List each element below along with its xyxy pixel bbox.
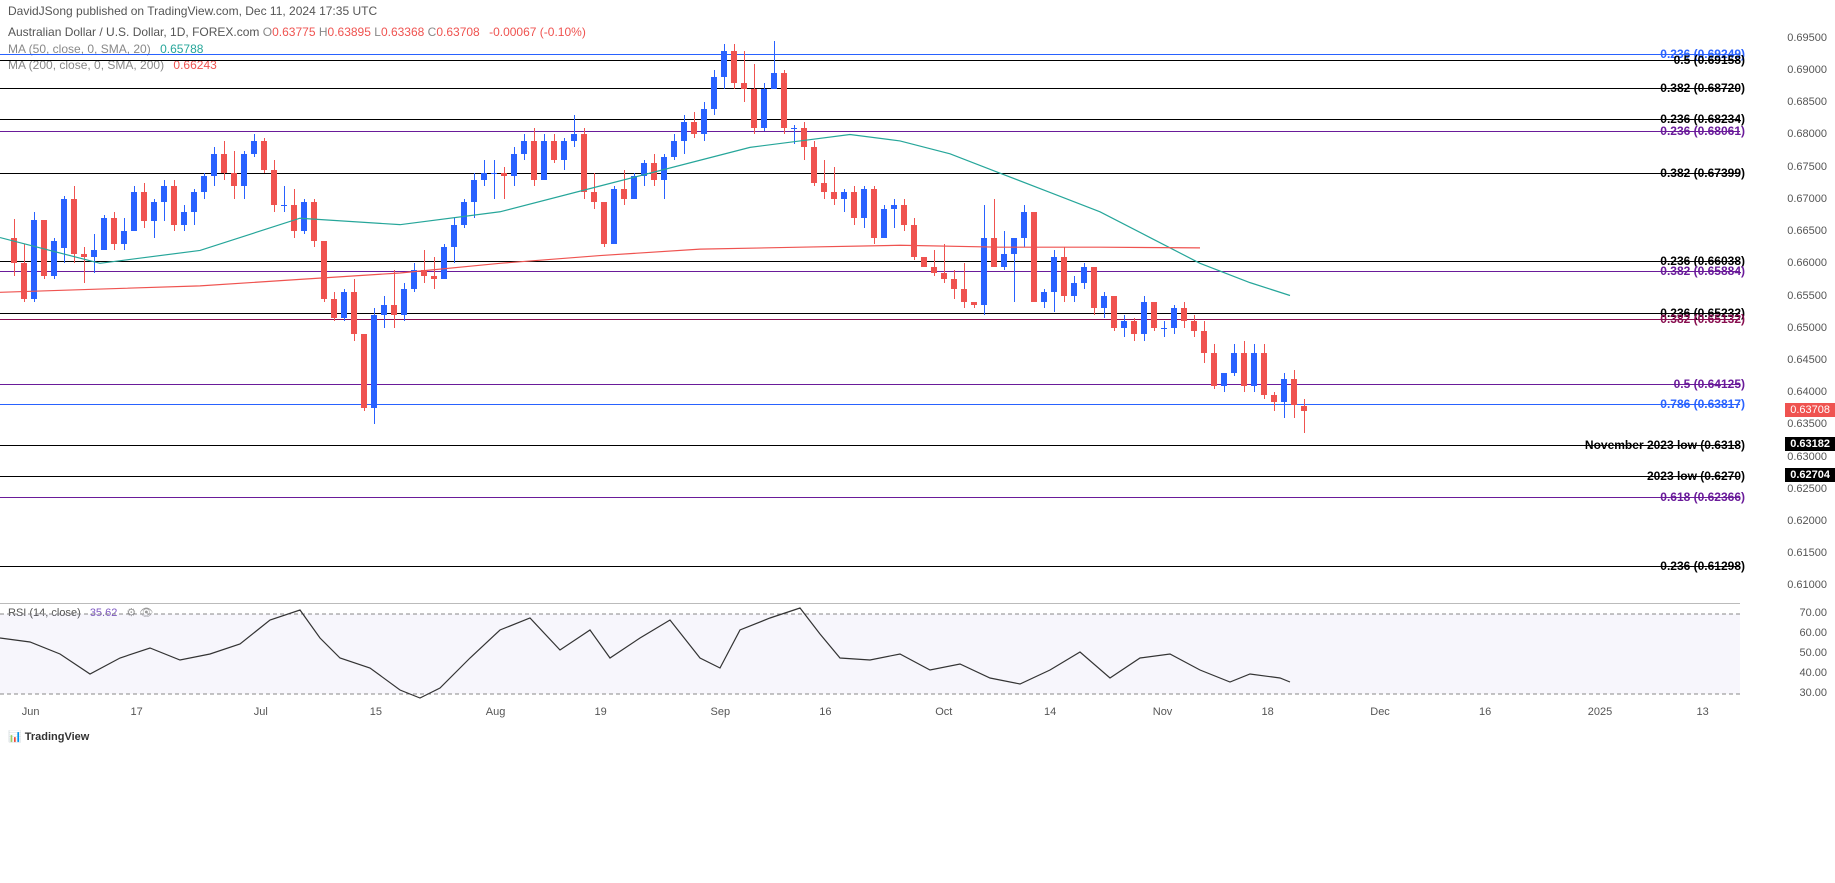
fib-line (0, 476, 1740, 477)
price-tick: 0.69500 (1787, 32, 1827, 44)
fib-label: 0.382 (0.67399) (1660, 166, 1745, 180)
time-tick: Jun (22, 706, 40, 718)
fib-line (0, 313, 1740, 314)
price-axis: 0.61000 0.61500 0.62000 0.62500 0.63000 0.635… (1750, 25, 1835, 595)
time-tick: Dec (1370, 706, 1390, 718)
rsi-tick: 60.00 (1799, 627, 1827, 639)
chart-header: DavidJSong published on TradingView.com,… (8, 4, 377, 18)
time-tick: 15 (370, 706, 382, 718)
price-tick: 0.63500 (1787, 418, 1827, 430)
time-tick: Oct (935, 706, 952, 718)
current-price-badge: 0.63708 (1785, 403, 1835, 417)
price-tick: 0.64000 (1787, 386, 1827, 398)
fib-line (0, 445, 1740, 446)
fib-line (0, 566, 1740, 567)
fib-line (0, 404, 1740, 405)
rsi-tick: 50.00 (1799, 647, 1827, 659)
price-tick: 0.68500 (1787, 96, 1827, 108)
price-tick: 0.68000 (1787, 128, 1827, 140)
fib-line (0, 271, 1740, 272)
fib-line (0, 173, 1740, 174)
price-badge: 0.63182 (1785, 437, 1835, 451)
price-tick: 0.65500 (1787, 290, 1827, 302)
fib-line (0, 261, 1740, 262)
time-tick: Nov (1153, 706, 1173, 718)
fib-label: 0.236 (0.68061) (1660, 124, 1745, 138)
rsi-chart[interactable] (0, 603, 1740, 703)
price-tick: 0.66000 (1787, 257, 1827, 269)
fib-label: 0.382 (0.65884) (1660, 264, 1745, 278)
time-axis: Jun 17 Jul 15 Aug 19 Sep 16 Oct 14 Nov 18 Dec 16 2025 1… (0, 704, 1740, 724)
time-tick: 16 (1479, 706, 1491, 718)
fib-label: 0.382 (0.65132) (1660, 312, 1745, 326)
price-chart[interactable] (0, 25, 1740, 595)
price-tick: 0.61500 (1787, 547, 1827, 559)
rsi-axis: 30.00 40.00 50.00 60.00 70.00 (1750, 603, 1835, 703)
price-tick: 0.65000 (1787, 322, 1827, 334)
fib-line (0, 497, 1740, 498)
price-tick: 0.63000 (1787, 451, 1827, 463)
fib-label: 0.5 (0.64125) (1674, 377, 1745, 391)
price-tick: 0.62500 (1787, 483, 1827, 495)
fib-line (0, 131, 1740, 132)
price-tick: 0.66500 (1787, 225, 1827, 237)
time-tick: 17 (131, 706, 143, 718)
time-tick: 18 (1262, 706, 1274, 718)
rsi-tick: 70.00 (1799, 607, 1827, 619)
fib-line (0, 384, 1740, 385)
time-tick: 13 (1697, 706, 1709, 718)
fib-label: 0.236 (0.61298) (1660, 559, 1745, 573)
fib-label: November 2023 low (0.6318) (1585, 438, 1745, 452)
tradingview-logo: 📊 TradingView (8, 730, 89, 743)
time-tick: 14 (1044, 706, 1056, 718)
time-tick: 19 (595, 706, 607, 718)
fib-line (0, 119, 1740, 120)
price-tick: 0.67500 (1787, 161, 1827, 173)
fib-label: 0.786 (0.63817) (1660, 397, 1745, 411)
time-tick: 16 (819, 706, 831, 718)
price-tick: 0.61000 (1787, 579, 1827, 591)
fib-line (0, 88, 1740, 89)
fib-line (0, 60, 1740, 61)
rsi-tick: 30.00 (1799, 687, 1827, 699)
time-tick: 2025 (1588, 706, 1612, 718)
fib-line (0, 319, 1740, 320)
time-tick: Jul (254, 706, 268, 718)
price-tick: 0.64500 (1787, 354, 1827, 366)
fib-line (0, 54, 1740, 55)
fib-label: 0.5 (0.69158) (1674, 53, 1745, 67)
rsi-tick: 40.00 (1799, 667, 1827, 679)
fib-label: 0.618 (0.62366) (1660, 490, 1745, 504)
price-tick: 0.67000 (1787, 193, 1827, 205)
time-tick: Sep (711, 706, 731, 718)
time-tick: Aug (486, 706, 506, 718)
price-badge: 0.62704 (1785, 468, 1835, 482)
price-tick: 0.62000 (1787, 515, 1827, 527)
fib-label: 2023 low (0.6270) (1647, 469, 1745, 483)
price-tick: 0.69000 (1787, 64, 1827, 76)
fib-label: 0.382 (0.68720) (1660, 81, 1745, 95)
